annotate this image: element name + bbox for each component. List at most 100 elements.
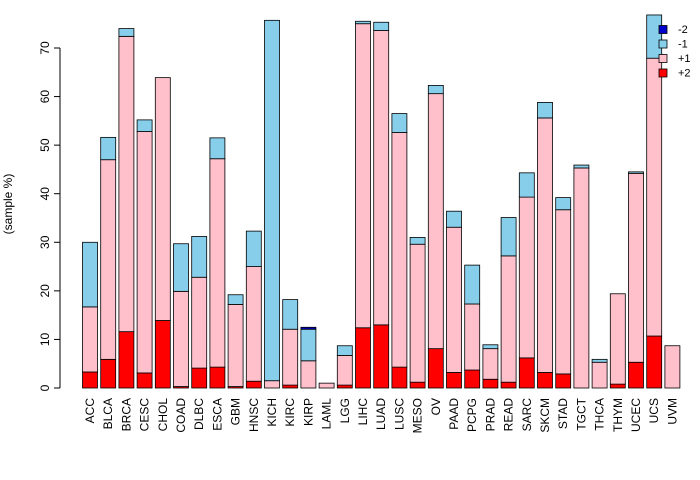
bar-segment	[300, 360, 317, 389]
bar-segment	[446, 210, 462, 228]
legend-swatch	[658, 39, 668, 49]
bar-segment	[300, 326, 317, 330]
x-tick-label: THYM	[611, 398, 625, 432]
bar-segment	[464, 303, 481, 371]
bar-segment	[409, 237, 426, 245]
x-tick-label: BLCA	[101, 398, 115, 429]
bar-segment	[391, 132, 408, 368]
x-tick-label: UCEC	[629, 398, 643, 432]
bar-group-ov	[427, 85, 444, 389]
bar-segment	[609, 293, 626, 385]
bar-segment	[191, 236, 208, 278]
x-tick-label: COAD	[174, 398, 188, 433]
bar-segment	[245, 266, 262, 382]
legend-label: -2	[678, 24, 688, 36]
bar-segment	[173, 243, 189, 292]
y-tick-label: 70	[38, 41, 52, 55]
bar-group-kich	[264, 19, 280, 389]
legend-label: -1	[678, 39, 688, 51]
bar-segment	[118, 35, 135, 333]
y-tick-label: 10	[38, 332, 52, 346]
bar-segment	[446, 226, 462, 373]
x-tick-label: KIRP	[301, 398, 315, 426]
bar-segment	[646, 57, 663, 337]
y-tick-label: 30	[38, 235, 52, 249]
bar-segment	[227, 304, 244, 387]
legend-swatch	[658, 54, 668, 63]
bar-group-brca	[118, 28, 135, 389]
bar-segment	[555, 197, 572, 211]
bar-segment	[518, 196, 535, 359]
x-tick-label: DLBC	[192, 398, 206, 430]
bar-segment	[191, 276, 208, 369]
bar-group-sarc	[518, 172, 535, 389]
bar-segment	[628, 361, 644, 389]
bar-segment	[427, 348, 444, 389]
bar-group-skcm	[537, 102, 553, 389]
bar-segment	[264, 380, 280, 389]
bar-segment	[500, 255, 517, 383]
bar-group-acc	[82, 241, 98, 389]
bar-segment	[318, 382, 335, 389]
y-tick-label: 40	[38, 187, 52, 201]
y-axis: 0 10 20 30 40 50 60 70	[38, 41, 61, 391]
bar-segment	[100, 136, 117, 161]
bar-group-kirp	[300, 326, 317, 389]
bar-segment	[282, 328, 299, 386]
bar-segment	[191, 367, 208, 389]
bar-group-read	[500, 217, 517, 389]
bar-group-ucec	[628, 171, 644, 389]
bar-segment	[537, 372, 553, 389]
legend-label: +1	[678, 53, 691, 65]
bar-segment	[646, 335, 663, 389]
x-tick-label: UVM	[665, 398, 679, 425]
bar-segment	[209, 158, 226, 368]
x-tick-label: PAAD	[447, 398, 461, 430]
bar-group-kirc	[282, 299, 299, 389]
bar-segment	[136, 372, 153, 389]
bar-segment	[154, 320, 171, 389]
x-tick-label: ACC	[83, 398, 97, 424]
bar-segment	[118, 28, 135, 37]
bar-segment	[628, 171, 644, 174]
x-axis-labels: ACC BLCA BRCA CESC CHOL COAD DLBC ESCA GBM HNSC KI…	[83, 397, 679, 433]
x-tick-label: GBM	[229, 398, 243, 425]
bar-segment	[464, 264, 481, 305]
bar-segment	[100, 358, 117, 389]
x-tick-label: LUAD	[374, 398, 388, 430]
y-axis-label: (sample %)	[1, 174, 15, 235]
x-tick-label: STAD	[556, 398, 570, 429]
x-tick-label: MESO	[411, 398, 425, 433]
bar-group-prad	[482, 344, 499, 389]
legend-swatch	[658, 25, 668, 34]
bar-segment	[82, 241, 98, 308]
bar-group-lgg	[336, 345, 353, 389]
bar-group-hnsc	[245, 230, 262, 389]
bar-segment	[518, 172, 535, 198]
bar-segment	[355, 327, 371, 389]
bar-segment	[646, 14, 663, 59]
bar-group-coad	[173, 243, 189, 389]
x-tick-label: LUSC	[392, 398, 406, 430]
x-tick-label: SARC	[520, 398, 534, 432]
bar-segment	[409, 381, 426, 389]
bar-segment	[427, 85, 444, 95]
legend: -2 -1 +1 +2	[658, 24, 691, 80]
bar-group-pcpg	[464, 264, 481, 389]
y-tick-label: 0	[38, 384, 52, 391]
bar-segment	[446, 372, 462, 389]
bar-segment	[591, 358, 608, 363]
bar-group-thca	[591, 358, 608, 389]
bar-segment	[573, 167, 590, 389]
x-tick-label: LGG	[338, 398, 352, 423]
bar-segment	[118, 331, 135, 389]
y-tick-label: 60	[38, 90, 52, 104]
x-tick-label: CHOL	[156, 398, 170, 432]
x-tick-label: READ	[502, 398, 516, 432]
bar-segment	[173, 290, 189, 387]
bar-segment	[100, 159, 117, 360]
bar-segment	[482, 344, 499, 350]
bar-group-laml	[318, 382, 335, 389]
bar-group-meso	[409, 237, 426, 389]
